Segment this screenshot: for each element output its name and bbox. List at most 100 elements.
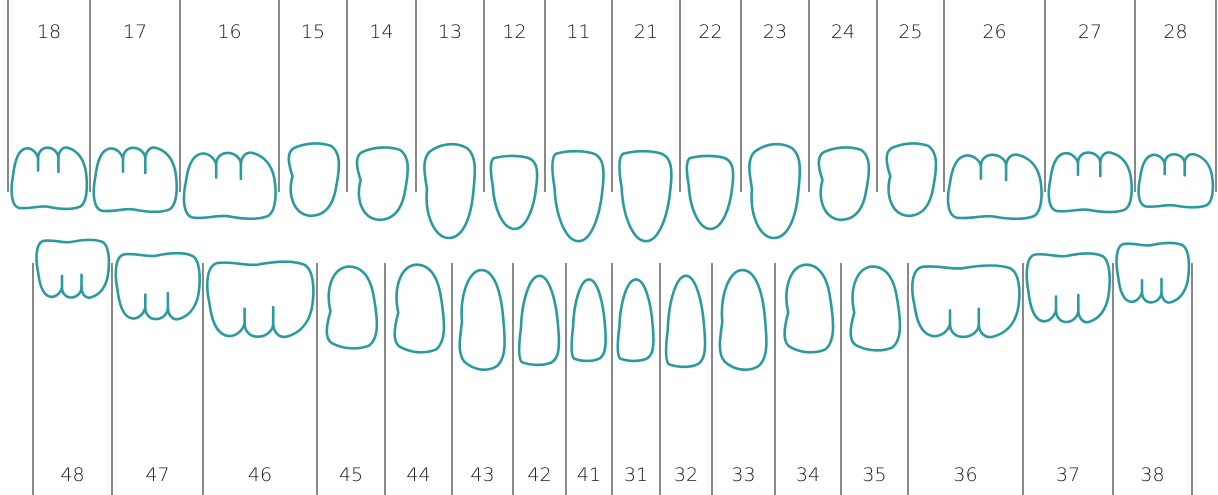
molar-outline — [1115, 241, 1191, 304]
tooth-cell-32[interactable] — [660, 263, 712, 495]
premolar-outline — [325, 265, 379, 350]
upper-labels: 18 17 16 15 14 13 12 11 21 22 23 24 25 26 27 28 — [37, 21, 1188, 43]
tooth-number-25: 25 — [898, 21, 922, 43]
tooth-15 — [287, 142, 341, 218]
tooth-27 — [1047, 151, 1133, 214]
canine-outline — [423, 142, 477, 240]
molar-outline — [1137, 152, 1215, 209]
tooth-44 — [393, 263, 446, 354]
incisor-outline — [517, 274, 561, 367]
premolar-outline — [849, 265, 902, 352]
tooth-number-31: 31 — [624, 464, 648, 486]
lower-dividers — [32, 263, 1193, 495]
tooth-number-42: 42 — [527, 464, 551, 486]
tooth-26 — [946, 153, 1043, 221]
tooth-number-35: 35 — [862, 464, 886, 486]
tooth-number-32: 32 — [674, 464, 698, 486]
canine-outline — [718, 268, 768, 371]
tooth-cell-37[interactable] — [1023, 263, 1113, 495]
tooth-33 — [718, 268, 768, 371]
tooth-32 — [664, 274, 707, 369]
tooth-number-24: 24 — [831, 21, 855, 43]
tooth-45 — [325, 265, 379, 350]
molar-outline — [10, 146, 89, 211]
tooth-cell-36[interactable] — [908, 263, 1023, 495]
tooth-number-21: 21 — [634, 21, 658, 43]
tooth-34 — [783, 263, 835, 354]
tooth-number-18: 18 — [37, 21, 61, 43]
tooth-number-44: 44 — [406, 464, 430, 486]
tooth-48 — [35, 238, 111, 299]
tooth-number-17: 17 — [123, 21, 147, 43]
incisor-outline — [616, 278, 655, 363]
tooth-cell-43[interactable] — [452, 263, 513, 495]
molar-outline — [946, 153, 1043, 221]
tooth-number-43: 43 — [470, 464, 494, 486]
incisor-outline — [664, 274, 707, 369]
tooth-36 — [911, 264, 1021, 339]
tooth-cell-41[interactable] — [566, 263, 612, 495]
tooth-17 — [92, 146, 178, 214]
tooth-41 — [570, 278, 607, 363]
tooth-25 — [885, 142, 938, 218]
tooth-43 — [458, 268, 506, 371]
incisor-outline — [551, 149, 605, 243]
tooth-12 — [489, 154, 539, 231]
tooth-number-46: 46 — [248, 464, 272, 486]
tooth-number-26: 26 — [982, 21, 1006, 43]
tooth-22 — [685, 154, 735, 231]
tooth-16 — [182, 151, 277, 221]
tooth-14 — [355, 146, 410, 222]
canine-outline — [748, 142, 802, 240]
tooth-42 — [517, 274, 561, 367]
tooth-number-12: 12 — [502, 21, 526, 43]
tooth-13 — [423, 142, 477, 240]
tooth-number-33: 33 — [731, 464, 755, 486]
tooth-11 — [551, 149, 605, 243]
tooth-number-14: 14 — [369, 21, 393, 43]
tooth-cell-47[interactable] — [112, 263, 203, 495]
tooth-number-15: 15 — [301, 21, 325, 43]
tooth-number-16: 16 — [217, 21, 241, 43]
tooth-number-38: 38 — [1140, 464, 1164, 486]
tooth-24 — [817, 146, 871, 222]
premolar-outline — [355, 146, 410, 222]
upper-dividers — [7, 0, 1217, 192]
molar-outline — [114, 251, 201, 321]
tooth-cell-42[interactable] — [513, 263, 566, 495]
tooth-37 — [1025, 252, 1111, 324]
tooth-cell-46[interactable] — [203, 263, 317, 495]
tooth-number-41: 41 — [577, 464, 601, 486]
tooth-21 — [618, 149, 673, 243]
tooth-47 — [114, 251, 201, 321]
molar-outline — [911, 264, 1021, 339]
tooth-number-27: 27 — [1078, 21, 1102, 43]
tooth-number-11: 11 — [566, 21, 590, 43]
molar-outline — [1047, 151, 1133, 214]
premolar-outline — [393, 263, 446, 354]
premolar-outline — [783, 263, 835, 354]
molar-outline — [206, 260, 315, 339]
incisor-outline — [618, 149, 673, 243]
tooth-28 — [1137, 152, 1215, 209]
tooth-46 — [206, 260, 315, 339]
tooth-cell-31[interactable] — [612, 263, 660, 495]
tooth-number-34: 34 — [796, 464, 820, 486]
incisor-outline — [489, 154, 539, 231]
molar-outline — [35, 238, 111, 299]
tooth-number-45: 45 — [339, 464, 363, 486]
tooth-cell-33[interactable] — [712, 263, 775, 495]
tooth-number-37: 37 — [1056, 464, 1080, 486]
premolar-outline — [287, 142, 341, 218]
molar-outline — [1025, 252, 1111, 324]
tooth-number-13: 13 — [438, 21, 462, 43]
lower-labels: 48 47 46 45 44 43 42 41 31 32 33 34 35 36 37 38 — [60, 464, 1164, 486]
tooth-number-22: 22 — [698, 21, 722, 43]
tooth-31 — [616, 278, 655, 363]
molar-outline — [92, 146, 178, 214]
premolar-outline — [817, 146, 871, 222]
incisor-outline — [685, 154, 735, 231]
tooth-38 — [1115, 241, 1191, 304]
